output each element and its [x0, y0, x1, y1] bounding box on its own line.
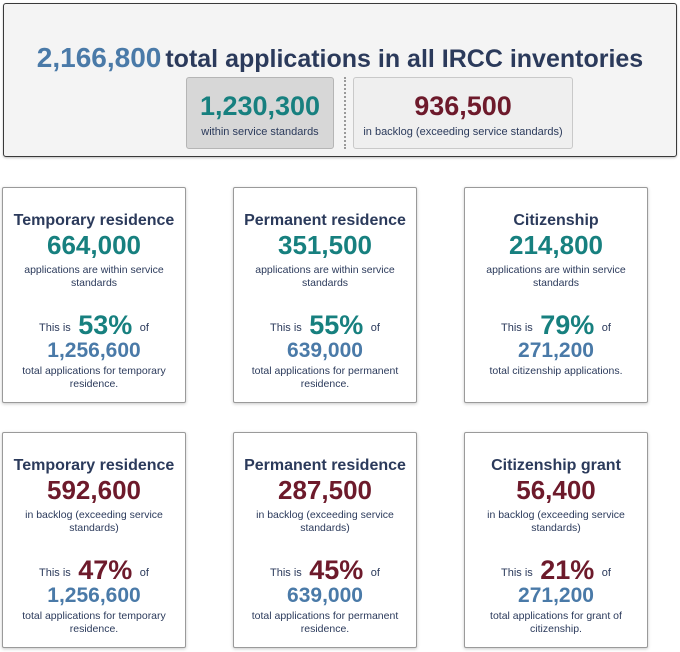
within-standards-label: within service standards [201, 126, 319, 138]
card-description: in backlog (exceeding service standards) [487, 509, 625, 534]
summary-title: 2,166,800 total applications in all IRCC … [4, 42, 676, 74]
percent-prefix: This is [39, 322, 71, 334]
card-value: 664,000 [47, 230, 141, 260]
card-temporary-within: Temporary residence 664,000 applications… [2, 187, 186, 403]
percent-prefix: This is [270, 567, 302, 579]
percent-suffix: of [370, 567, 380, 579]
percent-prefix: This is [501, 322, 533, 334]
card-total-value: 271,200 [518, 584, 594, 607]
card-temporary-backlog: Temporary residence 592,600 in backlog (… [2, 432, 186, 648]
percent-line: This is 79% of [465, 307, 647, 340]
card-title: Citizenship grant [491, 457, 621, 474]
percent-line: This is 55% of [234, 307, 416, 340]
card-value: 214,800 [509, 230, 603, 260]
percent-value: 21% [540, 555, 595, 585]
card-total-description: total applications for temporary residen… [22, 365, 166, 390]
card-description: applications are within service standard… [24, 264, 164, 289]
percent-suffix: of [370, 322, 380, 334]
card-total-description: total applications for permanent residen… [251, 610, 399, 635]
percent-prefix: This is [501, 567, 533, 579]
card-total-value: 639,000 [287, 584, 363, 607]
card-citizenship-grant-backlog: Citizenship grant 56,400 in backlog (exc… [464, 432, 648, 648]
percent-prefix: This is [270, 322, 302, 334]
card-description: in backlog (exceeding service standards) [25, 509, 163, 534]
summary-panel: 2,166,800 total applications in all IRCC … [3, 3, 677, 157]
percent-line: This is 53% of [3, 307, 185, 340]
card-total-value: 639,000 [287, 339, 363, 362]
percent-suffix: of [601, 567, 611, 579]
percent-suffix: of [139, 322, 149, 334]
percent-value: 45% [309, 555, 364, 585]
within-standards-value: 1,230,300 [199, 91, 321, 121]
card-total-description: total applications for grant of citizens… [490, 610, 622, 635]
card-total-value: 1,256,600 [47, 339, 141, 362]
card-value: 287,500 [278, 475, 372, 505]
card-description: applications are within service standard… [486, 264, 626, 289]
backlog-pill: 936,500 in backlog (exceeding service st… [353, 77, 573, 149]
card-value: 351,500 [278, 230, 372, 260]
card-value: 56,400 [516, 475, 596, 505]
card-permanent-backlog: Permanent residence 287,500 in backlog (… [233, 432, 417, 648]
summary-title-text: total applications in all IRCC inventori… [165, 45, 644, 73]
backlog-label: in backlog (exceeding service standards) [363, 126, 563, 138]
card-title: Permanent residence [244, 457, 406, 474]
card-total-value: 1,256,600 [47, 584, 141, 607]
percent-value: 79% [540, 310, 595, 340]
card-citizenship-within: Citizenship 214,800 applications are wit… [464, 187, 648, 403]
backlog-value: 936,500 [414, 91, 512, 121]
percent-value: 47% [78, 555, 133, 585]
card-title: Temporary residence [13, 212, 175, 229]
percent-line: This is 21% of [465, 552, 647, 585]
card-total-value: 271,200 [518, 339, 594, 362]
percent-suffix: of [601, 322, 611, 334]
card-description: in backlog (exceeding service standards) [256, 509, 394, 534]
percent-line: This is 47% of [3, 552, 185, 585]
percent-suffix: of [139, 567, 149, 579]
card-title: Citizenship [513, 212, 599, 229]
card-description: applications are within service standard… [255, 264, 395, 289]
card-title: Permanent residence [244, 212, 406, 229]
card-value: 592,600 [47, 475, 141, 505]
percent-prefix: This is [39, 567, 71, 579]
card-total-description: total applications for temporary residen… [22, 610, 166, 635]
pill-divider [344, 77, 346, 149]
percent-value: 53% [78, 310, 133, 340]
card-total-description: total applications for permanent residen… [251, 365, 399, 390]
summary-total-value: 2,166,800 [36, 42, 162, 73]
percent-value: 55% [309, 310, 364, 340]
within-standards-pill: 1,230,300 within service standards [186, 77, 334, 149]
percent-line: This is 45% of [234, 552, 416, 585]
card-title: Temporary residence [13, 457, 175, 474]
card-total-description: total citizenship applications. [489, 365, 623, 377]
card-permanent-within: Permanent residence 351,500 applications… [233, 187, 417, 403]
